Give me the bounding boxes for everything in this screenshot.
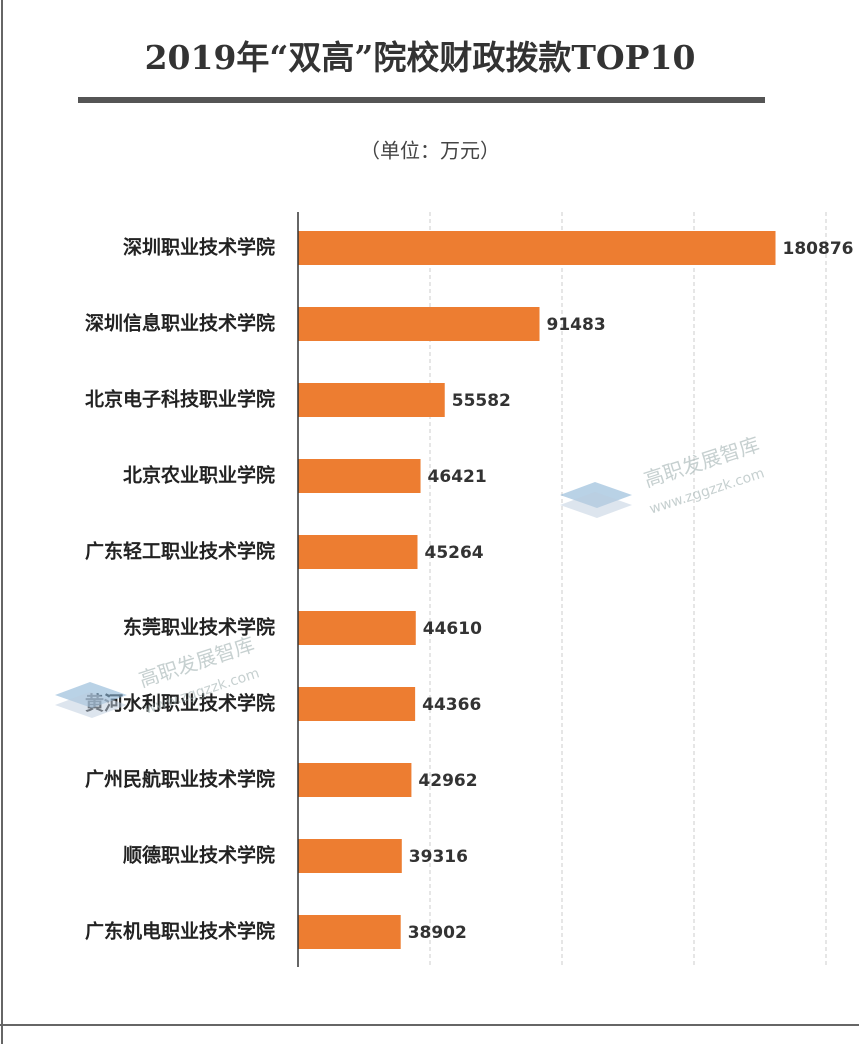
bar [298, 611, 416, 645]
bar [298, 687, 416, 721]
bar [298, 383, 445, 417]
watermark-icon [55, 692, 127, 718]
bar [298, 307, 540, 341]
value-label: 42962 [418, 771, 477, 791]
category-label: 深圳信息职业技术学院 [85, 312, 275, 335]
value-label: 38902 [408, 923, 467, 943]
value-label: 46421 [428, 467, 487, 487]
category-label: 广东轻工职业技术学院 [85, 540, 275, 563]
value-label: 55582 [452, 391, 511, 411]
category-label: 北京农业职业学院 [123, 464, 275, 487]
bar [298, 231, 776, 265]
bar [298, 839, 402, 873]
value-label: 91483 [547, 315, 606, 335]
bar [298, 915, 401, 949]
watermark-icon [560, 492, 632, 518]
chart-title: 2019年“双高”院校财政拨款TOP10 [145, 38, 696, 77]
title-underline [78, 97, 765, 103]
category-label: 北京电子科技职业学院 [85, 388, 275, 411]
category-label: 广州民航职业技术学院 [85, 768, 275, 791]
category-label: 深圳职业技术学院 [123, 236, 275, 259]
watermark: 高职发展智库 www.zggzzk.com [560, 432, 766, 518]
bar [298, 763, 412, 797]
bars: 深圳职业技术学院 180876 深圳信息职业技术学院 91483 北京电子科技职业学院 5… [85, 231, 854, 949]
bar [298, 535, 418, 569]
value-label: 39316 [409, 847, 468, 867]
value-label: 44610 [423, 619, 482, 639]
value-label: 44366 [422, 695, 481, 715]
value-label: 45264 [424, 543, 483, 563]
category-label: 顺德职业技术学院 [123, 844, 275, 867]
category-label: 黄河水利职业技术学院 [85, 692, 275, 715]
category-label: 广东机电职业技术学院 [85, 920, 275, 943]
value-label: 180876 [783, 239, 854, 259]
subtitle: （单位：万元） [360, 139, 500, 163]
bar [298, 459, 421, 493]
category-label: 东莞职业技术学院 [123, 616, 275, 639]
